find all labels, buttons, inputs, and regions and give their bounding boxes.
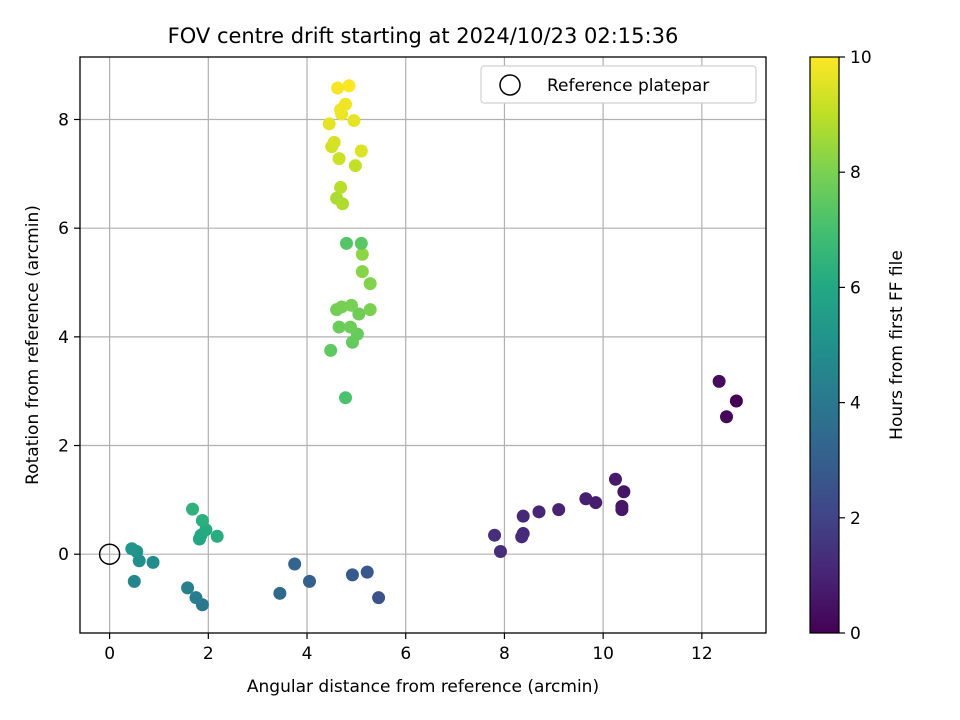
data-points (125, 79, 743, 612)
y-tick-label: 8 (58, 110, 69, 130)
data-point (354, 236, 368, 250)
x-axis-ticks: 0 2 4 6 8 10 12 (104, 633, 713, 664)
y-tick-label: 6 (58, 219, 69, 239)
grid-lines (80, 57, 766, 633)
data-point (516, 509, 530, 523)
data-point (515, 530, 529, 544)
colorbar-tick-label: 6 (850, 278, 861, 298)
data-point (608, 472, 622, 486)
data-point (493, 544, 507, 558)
data-point (579, 492, 593, 506)
data-point (210, 529, 224, 543)
data-point (302, 574, 316, 588)
data-point (335, 300, 349, 314)
colorbar-gradient (809, 56, 840, 634)
data-point (355, 265, 369, 279)
x-tick-label: 0 (104, 644, 115, 664)
data-point (186, 502, 200, 516)
data-point (712, 374, 726, 388)
x-tick-label: 6 (400, 644, 411, 664)
x-tick-label: 12 (691, 644, 713, 664)
data-point (372, 591, 386, 605)
data-point (352, 307, 366, 321)
data-point (729, 394, 743, 408)
colorbar-tick-label: 8 (850, 163, 861, 183)
data-point (332, 152, 346, 166)
legend-reference-marker (499, 74, 521, 96)
data-point (360, 565, 374, 579)
colorbar-ticks: 0 2 4 6 8 10 (839, 48, 872, 644)
data-point (343, 320, 357, 334)
colorbar-tick-label: 0 (850, 624, 861, 644)
data-point (552, 503, 566, 517)
data-point (189, 591, 203, 605)
data-point (345, 568, 359, 582)
colorbar: 0 2 4 6 8 10 Hours from first FF file (809, 48, 907, 644)
x-tick-label: 8 (499, 644, 510, 664)
data-point (363, 277, 377, 291)
y-axis-label: Rotation from reference (arcmin) (23, 205, 43, 485)
data-point (355, 247, 369, 261)
data-point (488, 528, 502, 542)
data-point (348, 159, 362, 173)
colorbar-tick-label: 4 (850, 394, 861, 414)
legend-label-reference: Reference platepar (547, 76, 709, 96)
y-tick-label: 2 (58, 437, 69, 457)
data-point (127, 574, 141, 588)
plot-frame (79, 56, 767, 634)
data-point (340, 236, 354, 250)
legend-box (480, 65, 757, 104)
data-point (347, 114, 361, 128)
data-point (339, 97, 353, 111)
data-point (288, 557, 302, 571)
data-point (327, 135, 341, 149)
data-point (617, 485, 631, 499)
data-point (344, 298, 358, 312)
data-point (125, 542, 139, 556)
data-point (324, 343, 338, 357)
data-point (322, 117, 336, 131)
legend: Reference platepar (480, 65, 757, 104)
chart-title: FOV centre drift starting at 2024/10/23 … (168, 24, 679, 48)
y-axis-ticks: 0 2 4 6 8 (58, 110, 80, 565)
data-point (363, 303, 377, 317)
data-point (339, 391, 353, 405)
data-point (334, 180, 348, 194)
data-point (273, 586, 287, 600)
reference-marker (98, 543, 121, 565)
data-point (146, 555, 160, 569)
colorbar-tick-label: 2 (850, 509, 861, 529)
colorbar-label: Hours from first FF file (887, 250, 907, 440)
x-tick-label: 10 (592, 644, 614, 664)
y-tick-label: 4 (58, 328, 69, 348)
data-point (354, 144, 368, 158)
data-point (195, 514, 209, 528)
y-tick-label: 0 (58, 545, 69, 565)
data-point (336, 197, 350, 211)
data-point (331, 81, 345, 95)
x-axis-label: Angular distance from reference (arcmin) (247, 677, 599, 697)
x-tick-label: 4 (302, 644, 313, 664)
data-point (332, 320, 346, 334)
data-point (720, 410, 734, 424)
colorbar-tick-label: 10 (850, 48, 872, 68)
data-point (589, 496, 603, 510)
data-point (615, 503, 629, 517)
data-point (532, 505, 546, 519)
data-point (342, 79, 356, 93)
data-point (181, 581, 195, 595)
reference-platepar-marker (98, 543, 121, 565)
x-tick-label: 2 (203, 644, 214, 664)
